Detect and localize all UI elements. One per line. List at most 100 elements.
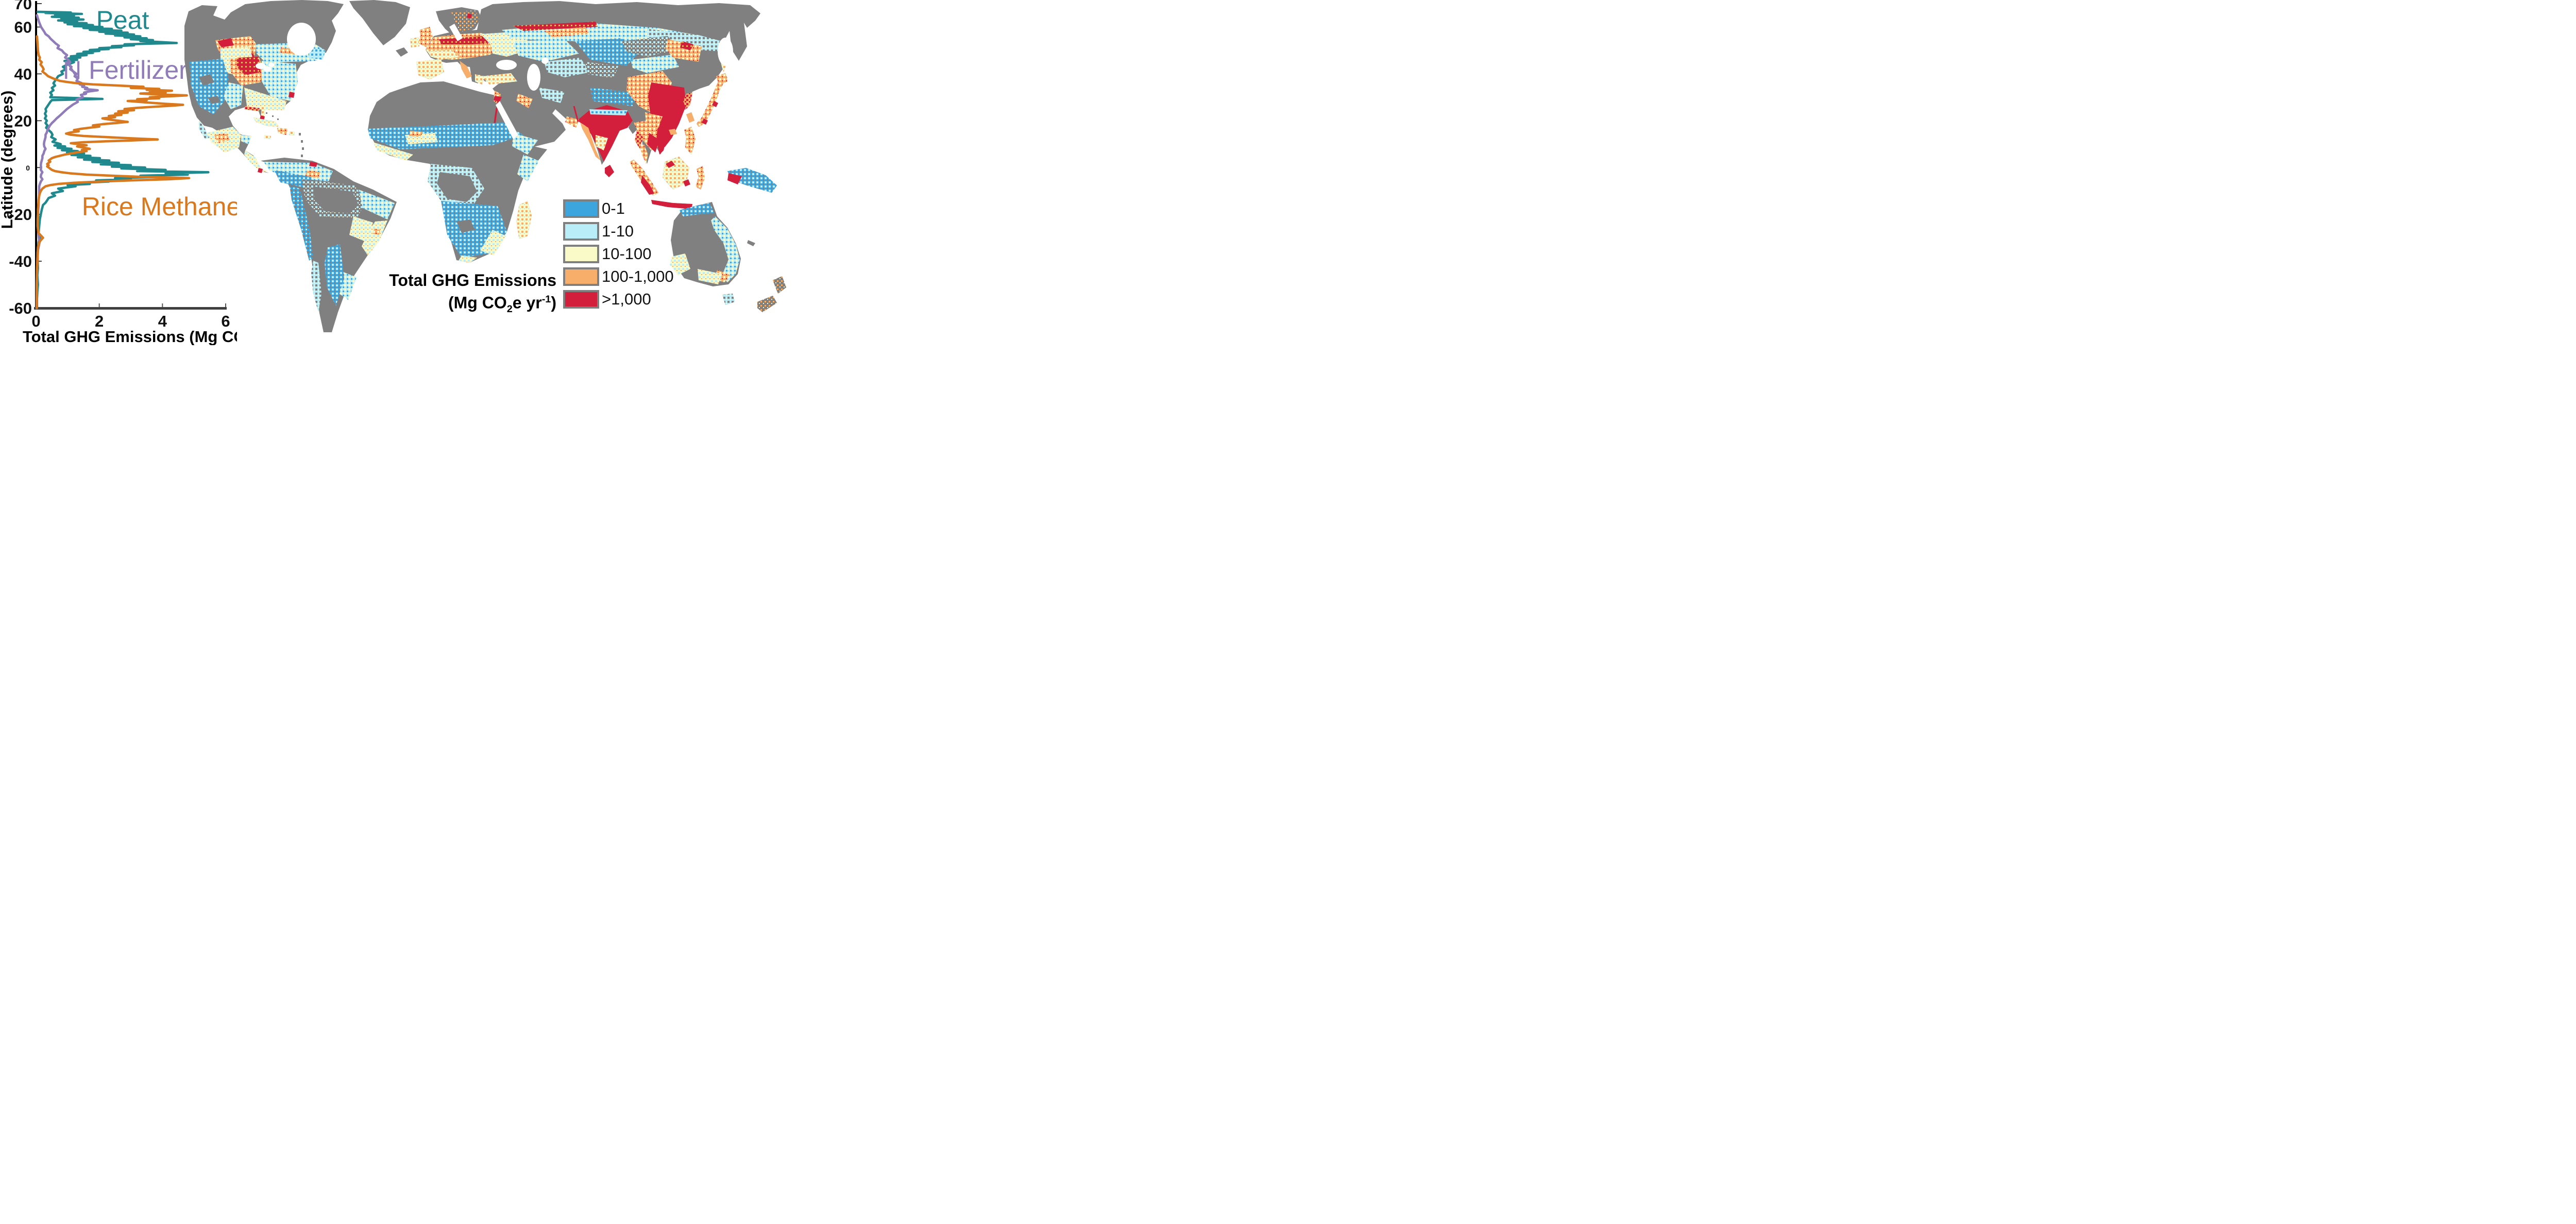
em-canada-peat-red1 [217, 38, 234, 47]
em-trinidad-red [309, 162, 317, 167]
em-nchina-yellow [631, 55, 679, 73]
y-tick-label-20: 20 [14, 112, 32, 130]
emission-overlays [190, 10, 786, 312]
em-himalaya-cyan [589, 109, 628, 115]
y-axis-ticks: 70 60 40 20 0 -20 -40 -60 [9, 0, 42, 317]
em-us-west-gray1 [199, 74, 214, 86]
em-java-ov [651, 200, 692, 209]
em-sahel-orange [409, 131, 422, 137]
water-red-sea [496, 101, 518, 139]
em-amazon-core-gray [313, 186, 359, 213]
water-great-lake1 [256, 63, 266, 69]
em-philippines-ov [684, 127, 696, 155]
legend-swatch-2 [563, 245, 599, 263]
legend-label-4: >1,000 [602, 290, 651, 308]
em-ethiopia [512, 133, 538, 155]
em-us-west-gray2 [208, 96, 221, 104]
em-wafrica-coast [373, 142, 413, 161]
em-vietnam-red [656, 124, 668, 155]
em-india-red [577, 105, 633, 162]
em-safrica-yellow-se [480, 230, 506, 256]
legend-title-line1: Total GHG Emissions [389, 271, 556, 290]
y-tick-label-0: 0 [26, 164, 30, 172]
legend-swatch-4 [563, 290, 599, 309]
legend-label-1: 1-10 [602, 222, 634, 240]
em-puerto-rico-ov [289, 131, 295, 135]
y-axis-title: Latitude (degrees) [0, 91, 16, 229]
em-au-murray [698, 269, 722, 284]
em-iran-cyan [539, 88, 565, 103]
em-iberia-ov [416, 59, 444, 79]
figure-root: 70 60 40 20 0 -20 -40 -60 0 2 4 6 Peat N Fertilize… [0, 0, 791, 345]
em-us-southeast [244, 88, 286, 110]
em-manchuria-red [680, 41, 693, 50]
x-tick-label-2: 2 [95, 312, 104, 330]
em-baja-cyan [199, 121, 209, 139]
y-tick-label-40: 40 [14, 65, 32, 83]
series-label-peat: Peat [96, 6, 149, 35]
legend-swatch-1 [563, 222, 599, 241]
em-au-north-specks [679, 203, 714, 216]
em-hokkaido-ov [716, 73, 727, 86]
em-au-southwest [670, 253, 690, 275]
land-greenland [349, 0, 410, 45]
em-central-asia [544, 58, 590, 77]
em-eafrica [517, 155, 539, 181]
latitude-profile-chart: 70 60 40 20 0 -20 -40 -60 0 2 4 6 Peat N Fertilize… [0, 0, 237, 345]
em-russia-red-specks [513, 22, 598, 31]
em-newguinea-ov [727, 168, 777, 193]
em-indus-red [573, 106, 579, 122]
legend-swatch-0 [563, 199, 599, 218]
land-new-caledonia [747, 240, 755, 246]
em-mexico-orange [214, 133, 230, 143]
y-tick-label-70: 70 [14, 0, 32, 13]
em-tibet-blue [590, 88, 637, 106]
land-iceland [396, 47, 408, 57]
map-legend-title: Total GHG Emissions (Mg CO2e yr-1) [355, 271, 556, 319]
em-india-west-orange [580, 123, 601, 161]
em-scandi-specks [451, 10, 479, 32]
em-italy-ov [460, 61, 472, 78]
em-tasmania-ov [722, 294, 735, 305]
em-cerrado [349, 216, 373, 242]
em-nz-north-ov [773, 276, 786, 294]
em-sumatra-red [641, 175, 654, 195]
y-tick-label-60: 60 [14, 18, 32, 36]
legend-row-0: 0-1 [563, 199, 674, 218]
em-chile-cyan [311, 261, 321, 312]
series-lines [35, 10, 210, 310]
x-tick-label-0: 0 [31, 312, 40, 330]
em-sulawesi-ov [696, 166, 705, 190]
em-russia-orange-patch [544, 27, 589, 37]
world-emissions-map [184, 0, 786, 332]
series-line-n-fertilizer [35, 14, 99, 310]
em-europe-red-band [439, 36, 495, 44]
em-tarim [585, 62, 618, 78]
x-axis-spine [34, 307, 227, 310]
em-borneo-red1 [666, 161, 675, 168]
water-great-lake3 [268, 63, 275, 67]
em-scandi-red1 [467, 13, 472, 19]
em-central-america [244, 150, 268, 172]
em-france-yellow [428, 49, 460, 60]
em-texas-cyan [224, 82, 243, 109]
legend-title-line2: (Mg CO2e yr-1) [448, 293, 556, 315]
em-turkey [481, 73, 517, 84]
legend-label-2: 10-100 [602, 245, 652, 263]
em-argentina-blue [325, 244, 344, 306]
em-hispaniola-ov [277, 128, 287, 135]
em-sa-orange-patch [305, 170, 320, 178]
em-kazakh [513, 39, 579, 62]
water-great-lake2 [263, 66, 272, 72]
em-us-east-red-dot [289, 92, 295, 98]
em-srilanka-ov [605, 165, 614, 177]
em-cape-yellow [459, 256, 477, 263]
legend-row-2: 10-100 [563, 245, 674, 263]
em-yucatan [241, 135, 251, 144]
em-hainan-ov [669, 129, 677, 135]
legend-row-1: 1-10 [563, 222, 674, 241]
water-persian-gulf [552, 109, 567, 124]
series-label-rice-methane: Rice Methane [82, 192, 237, 221]
series-line-peat [36, 10, 210, 310]
em-e-brazil [362, 220, 387, 256]
